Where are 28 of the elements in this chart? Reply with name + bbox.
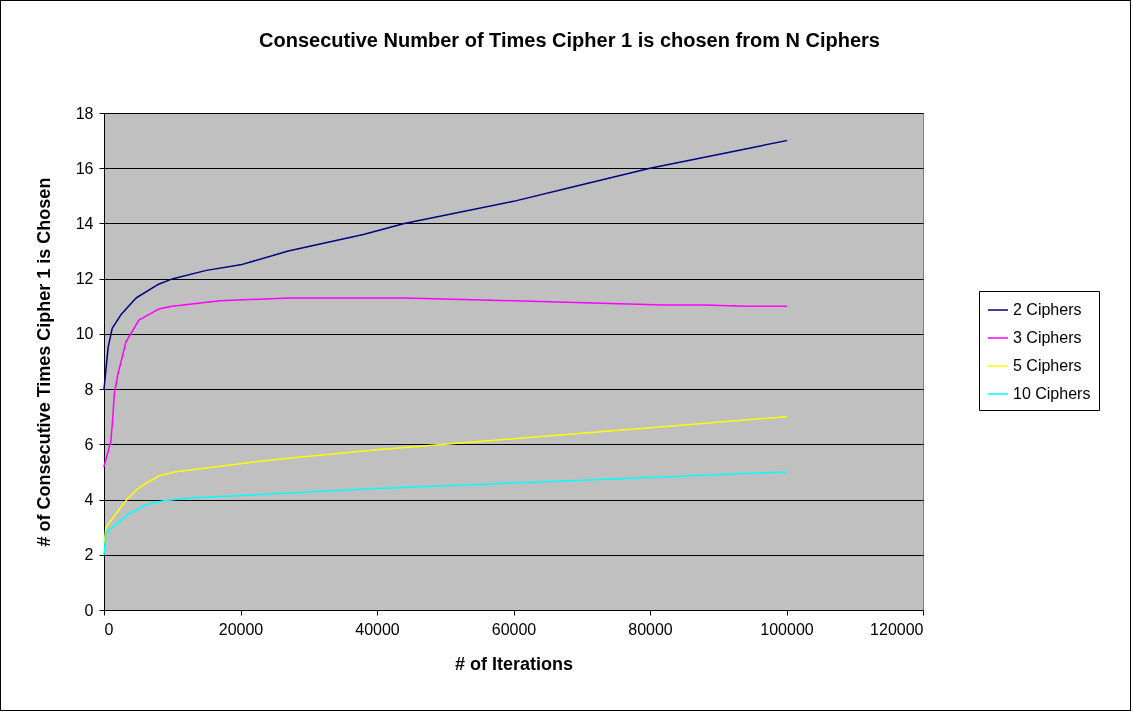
line-series (103, 297, 788, 468)
legend-label: 5 Ciphers (1013, 357, 1082, 374)
legend-label: 3 Ciphers (1013, 329, 1082, 346)
chart-title: Consecutive Number of Times Cipher 1 is chosen from N Ciphers (259, 29, 880, 51)
y-tick-label: 4 (84, 491, 94, 509)
y-axis-title: # of Consecutive Times Cipher 1 is Chosen (33, 177, 54, 547)
y-tick-label: 6 (84, 435, 94, 453)
x-tick-label: 120000 (870, 620, 924, 638)
x-axis-title: # of Iterations (454, 653, 574, 674)
y-tick-label: 0 (84, 601, 94, 619)
line-series (103, 139, 788, 390)
y-tick-label: 10 (75, 325, 94, 343)
x-tick-label: 60000 (491, 620, 537, 638)
line-series (103, 415, 788, 545)
x-tick-label: 80000 (628, 620, 673, 638)
y-tick-label: 12 (75, 270, 94, 288)
y-tick-label: 18 (75, 104, 94, 122)
x-tick-label: 0 (104, 620, 114, 638)
y-tick-label: 2 (84, 546, 94, 564)
x-tick-label: 100000 (760, 620, 814, 638)
y-tick-label: 16 (75, 159, 94, 177)
y-tick-label: 8 (84, 380, 94, 398)
legend-label: 10 Ciphers (1013, 385, 1091, 402)
x-tick-label: 40000 (355, 620, 400, 638)
y-tick-label: 14 (75, 214, 94, 232)
line-series (103, 471, 788, 556)
legend-label: 2 Ciphers (1013, 301, 1082, 318)
x-tick-label: 20000 (218, 620, 264, 638)
